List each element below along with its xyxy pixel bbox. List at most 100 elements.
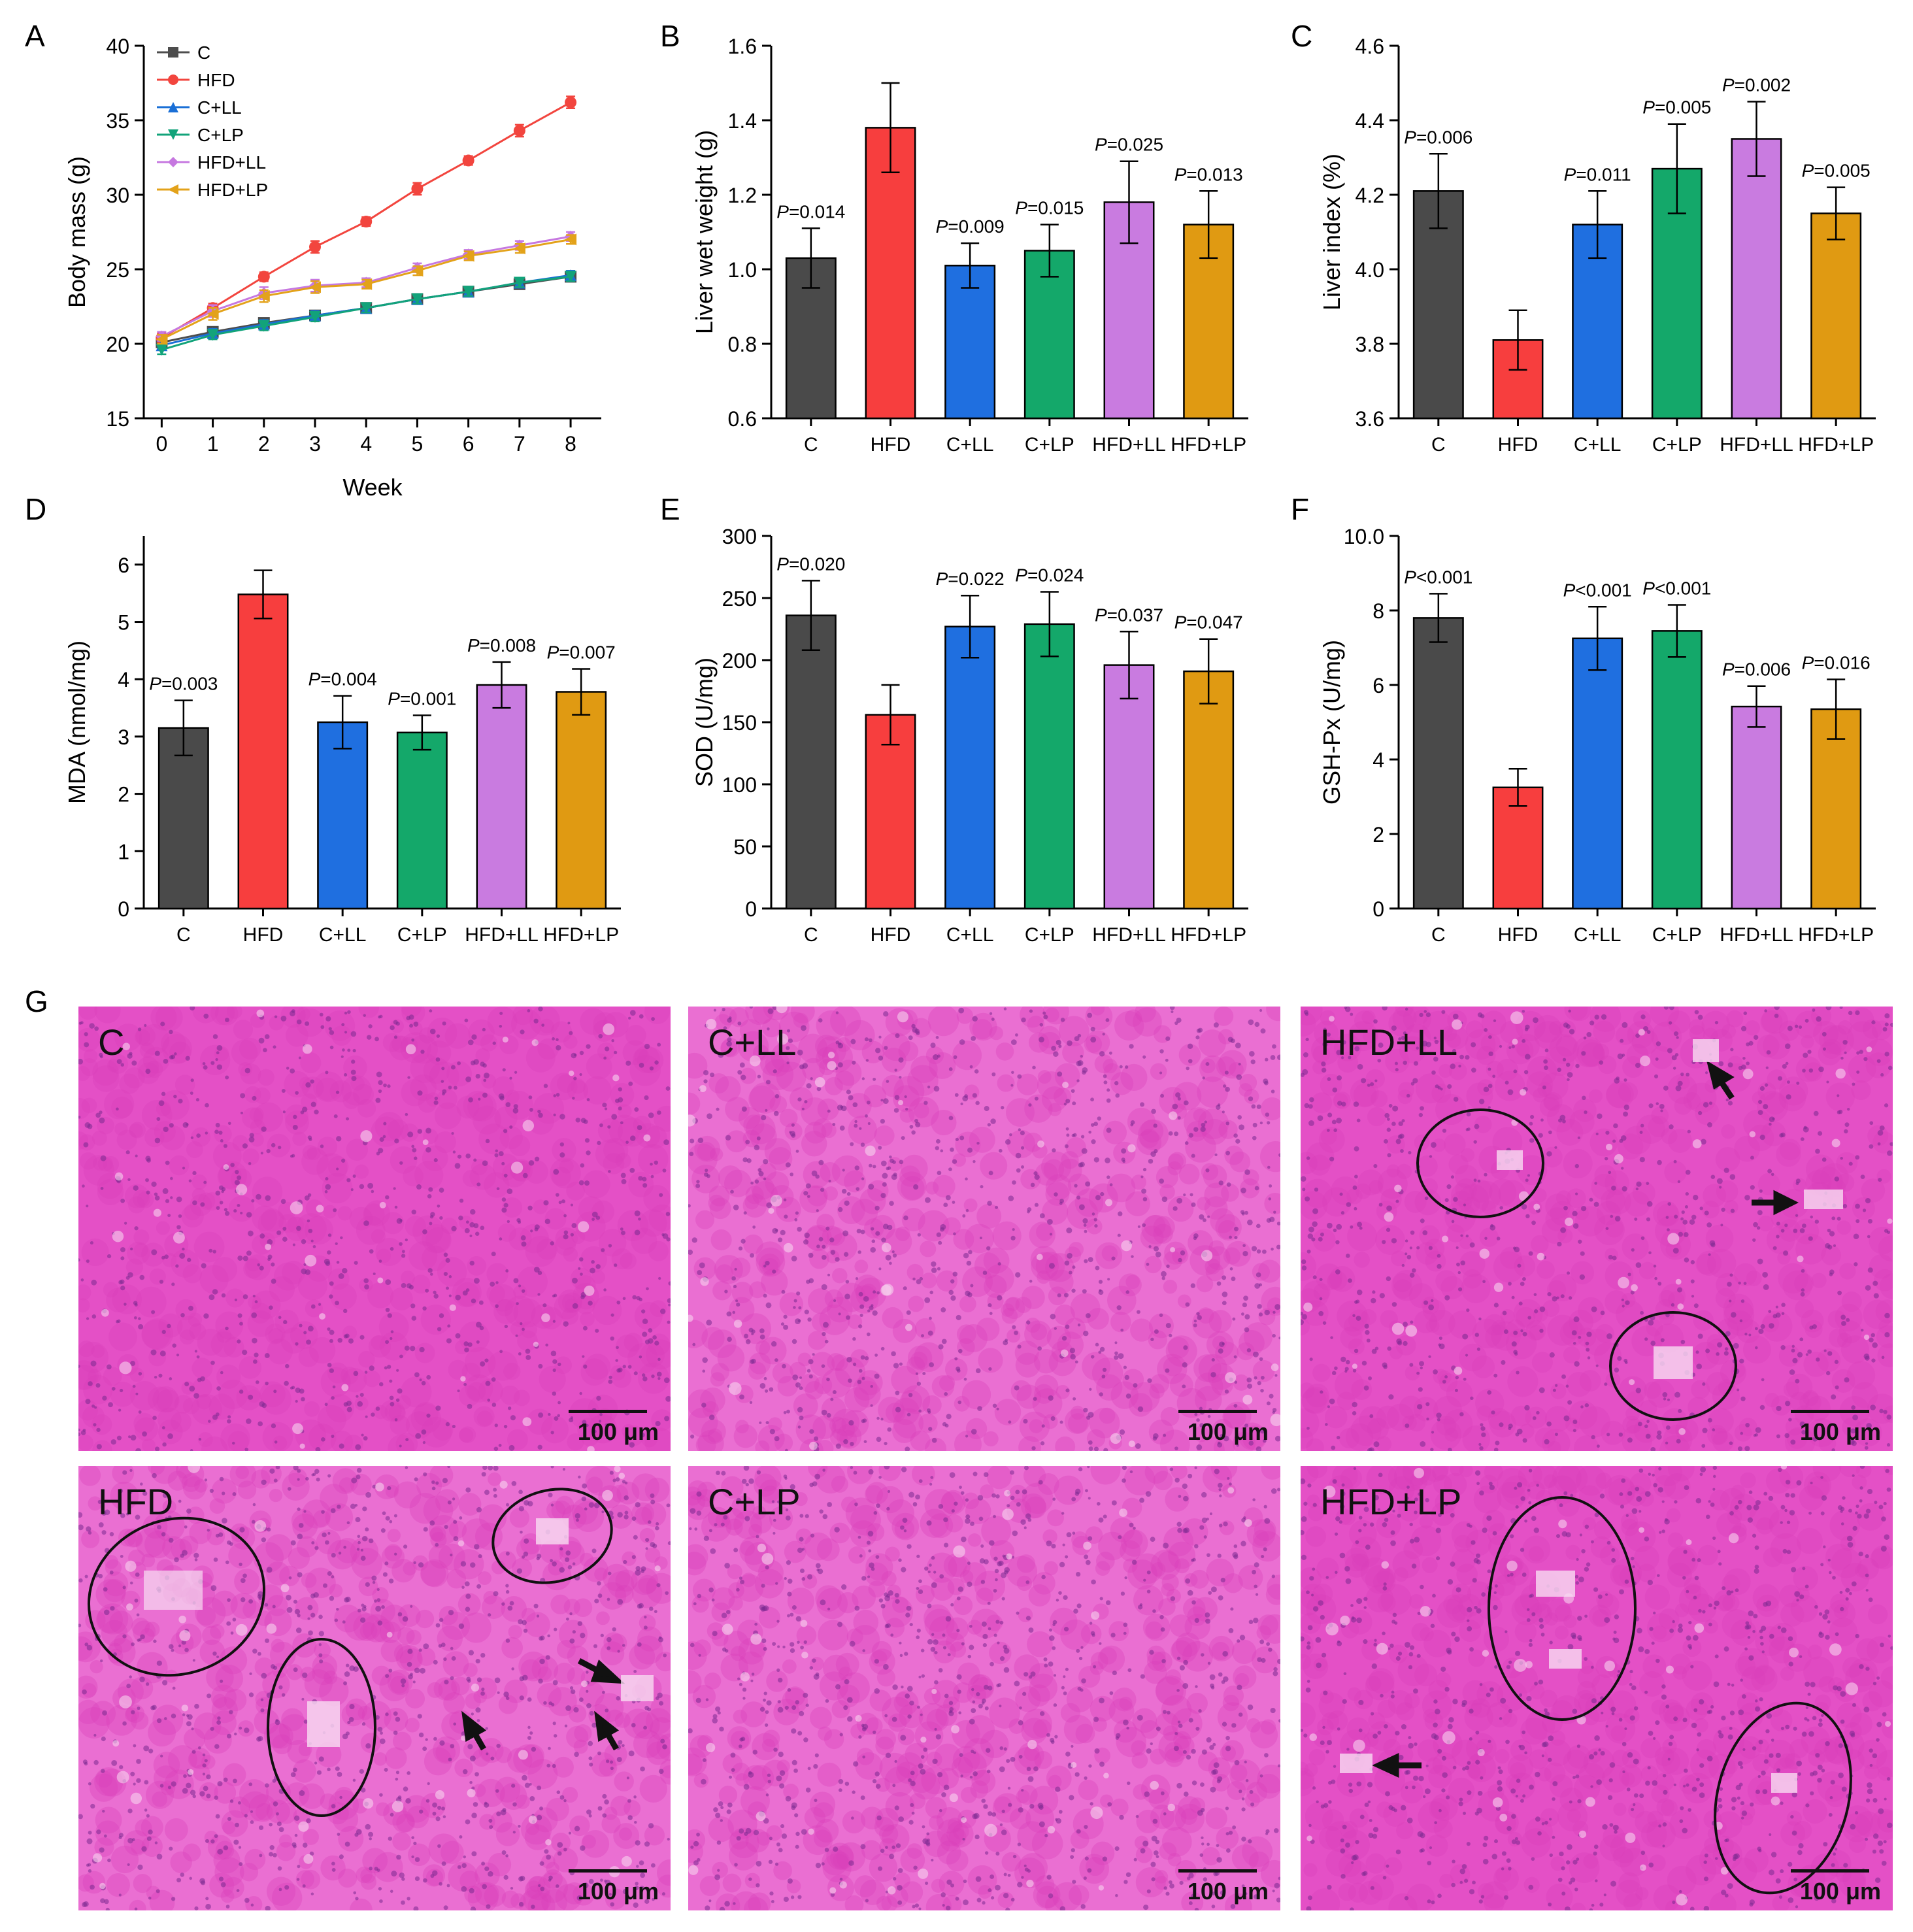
cell	[1160, 1407, 1180, 1426]
cell	[717, 1344, 745, 1372]
nucleus	[116, 1435, 122, 1441]
nucleus	[1660, 1338, 1665, 1342]
cell	[1837, 1220, 1852, 1235]
nucleus	[869, 1305, 874, 1310]
nucleus	[254, 1300, 258, 1304]
nucleus	[291, 1386, 295, 1390]
cell	[1805, 1320, 1823, 1339]
nucleus	[1453, 1197, 1458, 1202]
nucleus	[639, 1014, 644, 1019]
nucleus	[469, 1260, 474, 1266]
nucleus	[1064, 1260, 1070, 1266]
cell	[1455, 1178, 1478, 1201]
nucleus	[860, 1229, 865, 1235]
nucleus	[695, 1184, 701, 1188]
nucleus	[972, 1093, 977, 1098]
nucleus	[574, 1054, 577, 1057]
nucleus	[1098, 1280, 1103, 1284]
nucleus	[1266, 1401, 1271, 1406]
cell	[248, 1295, 262, 1310]
cell	[810, 1352, 835, 1377]
cell	[1413, 1397, 1439, 1422]
nucleus	[1884, 1052, 1889, 1057]
sinusoid	[1037, 1140, 1044, 1148]
nucleus	[86, 1205, 89, 1208]
nucleus	[1222, 1275, 1227, 1280]
nucleus	[953, 1232, 956, 1236]
cell	[1106, 1173, 1136, 1203]
nucleus	[1463, 1203, 1466, 1207]
data-point	[168, 47, 178, 58]
nucleus	[1572, 1342, 1576, 1345]
nucleus	[1646, 1420, 1650, 1424]
nucleus	[1816, 1357, 1820, 1362]
nucleus	[937, 1171, 942, 1176]
cell	[507, 1429, 528, 1450]
cell	[458, 1427, 474, 1443]
nucleus	[78, 1428, 80, 1432]
nucleus	[640, 1432, 645, 1438]
nucleus	[586, 1098, 590, 1101]
nucleus	[1606, 1333, 1612, 1339]
nucleus	[522, 1289, 525, 1293]
nucleus	[1433, 1037, 1437, 1040]
nucleus	[1547, 1291, 1552, 1297]
nucleus	[1674, 1053, 1679, 1057]
nucleus	[957, 1348, 963, 1354]
cell	[513, 1298, 542, 1328]
nucleus	[570, 1203, 573, 1207]
cell	[1258, 1308, 1276, 1325]
nucleus	[1477, 1012, 1483, 1018]
cell	[216, 1364, 241, 1390]
nucleus	[1420, 1106, 1424, 1111]
nucleus	[713, 1008, 716, 1012]
nucleus	[219, 1201, 224, 1205]
cell	[1314, 1020, 1339, 1046]
nucleus	[1877, 1129, 1884, 1136]
nucleus	[1697, 1333, 1703, 1339]
nucleus	[543, 1200, 549, 1206]
nucleus	[1194, 1412, 1198, 1416]
nucleus	[1095, 1265, 1100, 1271]
nucleus	[404, 1345, 410, 1351]
nucleus	[844, 1200, 850, 1206]
nucleus	[1480, 1426, 1486, 1431]
nucleus	[1182, 1384, 1186, 1389]
nucleus	[405, 1112, 408, 1116]
nucleus	[725, 1135, 731, 1141]
lesion-circle	[1609, 1311, 1737, 1421]
cell	[1062, 1041, 1084, 1064]
cell	[566, 1181, 586, 1201]
nucleus	[507, 1406, 512, 1410]
sinusoid	[460, 1376, 466, 1382]
nucleus	[972, 1016, 978, 1022]
nucleus	[361, 1433, 364, 1437]
nucleus	[1646, 1182, 1650, 1186]
nucleus	[797, 1097, 802, 1102]
nucleus	[948, 1067, 953, 1071]
nucleus	[1437, 1086, 1441, 1090]
nucleus	[369, 1365, 374, 1371]
bar	[237, 593, 289, 910]
nucleus	[422, 1229, 427, 1235]
nucleus	[1015, 1033, 1018, 1037]
cell	[78, 1298, 90, 1313]
nucleus	[176, 1354, 180, 1357]
sinusoid	[1533, 1203, 1540, 1210]
nucleus	[861, 1376, 865, 1380]
cell	[305, 1199, 324, 1218]
cell	[708, 1185, 730, 1207]
cell	[1532, 1188, 1547, 1203]
nucleus	[1420, 1441, 1426, 1447]
sinusoid	[733, 1320, 742, 1328]
nucleus	[1706, 1222, 1712, 1228]
cell	[1873, 1269, 1893, 1291]
nucleus	[1178, 1257, 1182, 1263]
nucleus	[184, 1382, 190, 1387]
cell	[1140, 1225, 1164, 1250]
cell	[1863, 1299, 1893, 1329]
nucleus	[1799, 1421, 1805, 1427]
nucleus	[1188, 1133, 1193, 1138]
cell	[473, 1406, 495, 1427]
nucleus	[1544, 1048, 1549, 1053]
